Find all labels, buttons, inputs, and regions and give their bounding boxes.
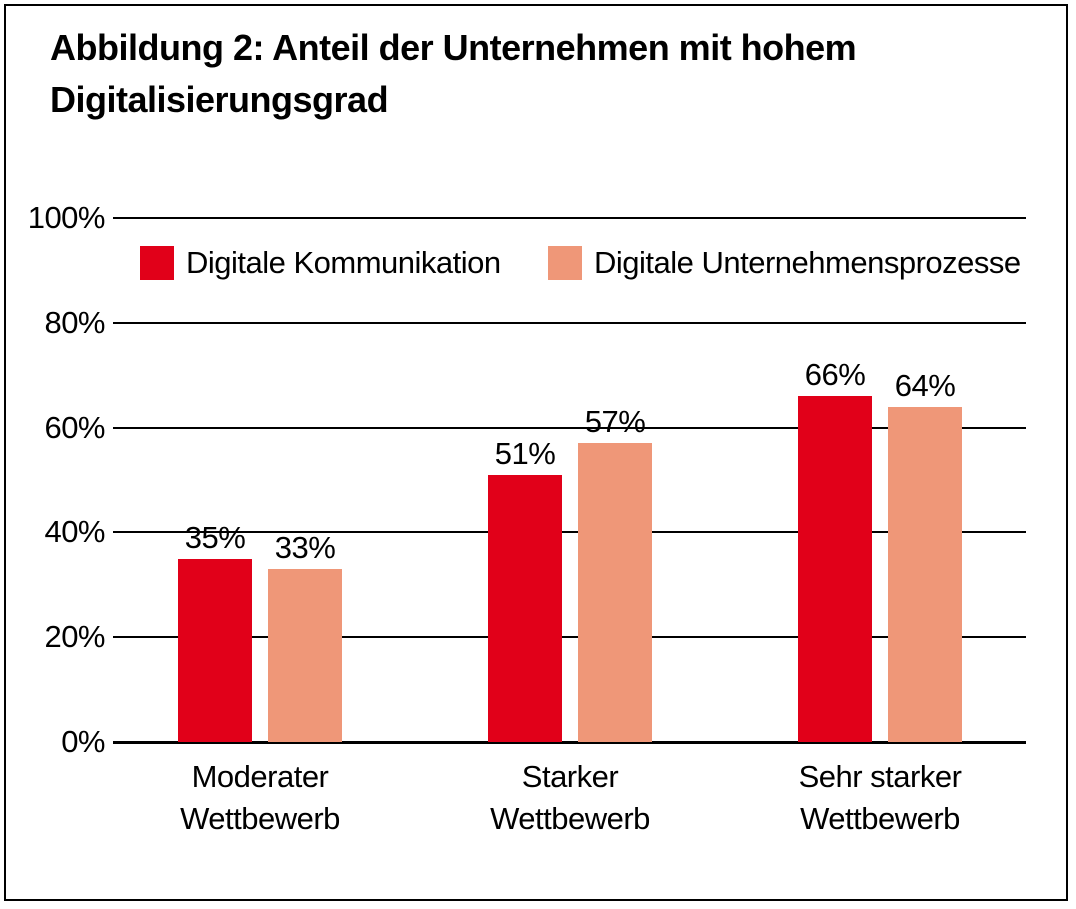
y-tick-label-100%: 100% (27, 200, 106, 235)
legend-item-digitale-unternehmensprozesse: Digitale Unternehmensprozesse (548, 246, 1021, 280)
chart-title-line2: Digitalisierungsgrad (50, 79, 389, 120)
y-tick-label-80%: 80% (44, 305, 105, 340)
x-category-label-3: Sehr starker Wettbewerb (798, 759, 962, 836)
legend-item-digitale-kommunikation: Digitale Kommunikation (140, 246, 501, 280)
x-category-label-2: Starker Wettbewerb (490, 759, 650, 836)
gridline-40% (113, 531, 1026, 533)
bar-digitale-unternehmensprozesse-group1 (268, 569, 342, 742)
chart-title: Abbildung 2: Anteil der Unternehmen mit … (50, 22, 1030, 126)
bar-digitale-unternehmensprozesse-group2 (578, 443, 652, 742)
y-tick-label-20%: 20% (44, 619, 105, 654)
bar-digitale-kommunikation-group2 (488, 475, 562, 742)
bar-digitale-kommunikation-group3 (798, 396, 872, 742)
x-axis-baseline (113, 741, 1026, 744)
gridline-20% (113, 636, 1026, 638)
x-category-label-1: Moderater Wettbewerb (180, 759, 340, 836)
bar-digitale-unternehmensprozesse-group3 (888, 407, 962, 742)
legend-label: Digitale Kommunikation (186, 245, 501, 280)
bar-value-label: 57% (584, 404, 646, 439)
y-tick-label-0%: 0% (61, 724, 105, 759)
y-tick-label-60%: 60% (44, 410, 105, 445)
bar-value-label: 35% (184, 520, 246, 555)
legend-swatch-digitale-kommunikation (140, 246, 174, 280)
y-tick-label-40%: 40% (44, 514, 105, 549)
legend-swatch-digitale-unternehmensprozesse (548, 246, 582, 280)
bar-digitale-kommunikation-group1 (178, 559, 252, 742)
bar-value-label: 51% (494, 436, 556, 471)
bar-value-label: 33% (274, 530, 336, 565)
bar-value-label: 66% (804, 357, 866, 392)
bar-value-label: 64% (894, 368, 956, 403)
legend-label: Digitale Unternehmensprozesse (594, 245, 1021, 280)
chart-title-line1: Abbildung 2: Anteil der Unternehmen mit … (50, 27, 857, 68)
gridline-60% (113, 427, 1026, 429)
gridline-100% (113, 217, 1026, 219)
gridline-80% (113, 322, 1026, 324)
